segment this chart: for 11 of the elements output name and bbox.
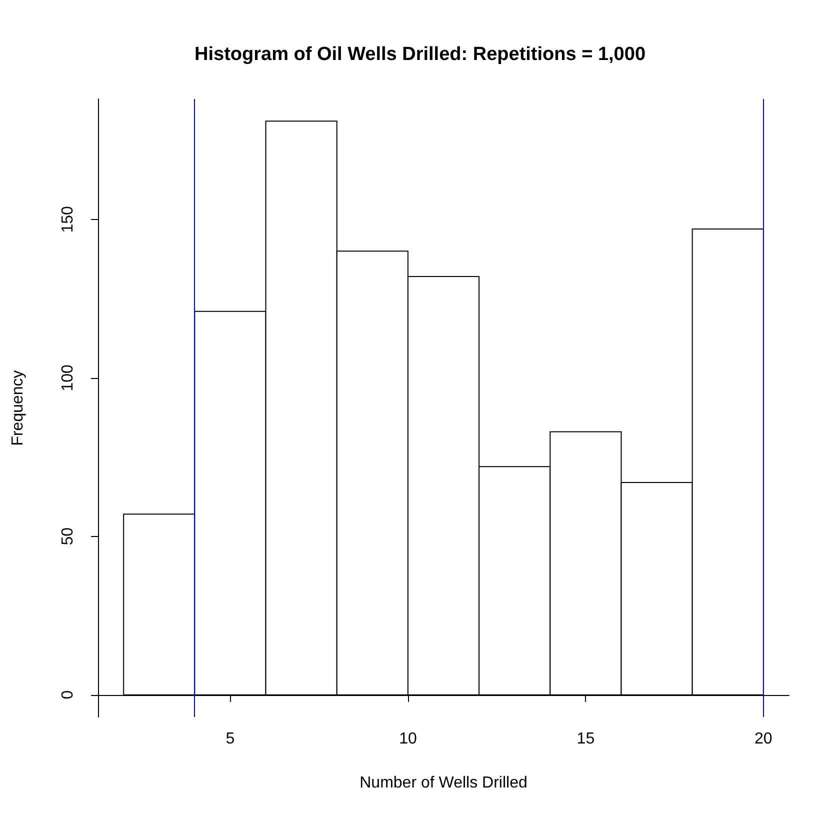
x-tick-label: 5 bbox=[226, 730, 235, 748]
y-tick-label: 100 bbox=[60, 364, 76, 392]
y-tick-label: 50 bbox=[60, 527, 76, 546]
x-axis-title: Number of Wells Drilled bbox=[360, 774, 528, 792]
x-tick-label: 15 bbox=[576, 730, 595, 748]
y-axis-title: Frequency bbox=[10, 370, 26, 446]
x-tick-label: 10 bbox=[399, 730, 417, 748]
x-tick-label: 20 bbox=[754, 730, 772, 748]
y-tick-label: 0 bbox=[60, 690, 76, 700]
y-tick-label: 150 bbox=[60, 206, 76, 233]
chart-title: Histogram of Oil Wells Drilled: Repetitions = 1,000 bbox=[194, 44, 646, 65]
